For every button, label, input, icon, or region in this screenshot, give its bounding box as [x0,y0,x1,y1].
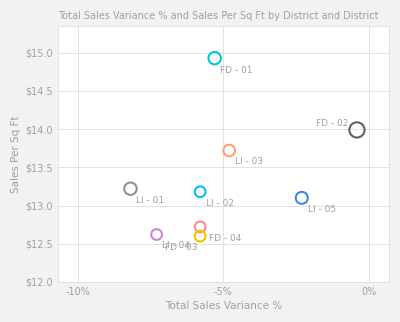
Text: LI - 04: LI - 04 [162,242,190,251]
Text: FD - 03: FD - 03 [165,243,197,252]
Point [197,224,203,230]
Point [197,233,203,239]
Point [197,189,203,194]
Point [212,56,218,61]
Y-axis label: Sales Per Sq Ft: Sales Per Sq Ft [11,115,21,193]
Point [354,127,360,132]
Text: Total Sales Variance % and Sales Per Sq Ft by District and District: Total Sales Variance % and Sales Per Sq … [58,11,378,21]
Point [127,186,134,191]
Text: LI - 01: LI - 01 [136,195,164,204]
Point [226,148,232,153]
Text: LI - 05: LI - 05 [308,205,336,214]
Point [298,195,305,200]
Point [154,232,160,237]
Text: FD - 02: FD - 02 [316,119,348,128]
Text: LI - 02: LI - 02 [206,199,234,208]
Text: FD - 01: FD - 01 [220,66,253,75]
Text: FD - 04: FD - 04 [209,234,241,243]
X-axis label: Total Sales Variance %: Total Sales Variance % [165,301,282,311]
Text: LI - 03: LI - 03 [235,157,263,166]
